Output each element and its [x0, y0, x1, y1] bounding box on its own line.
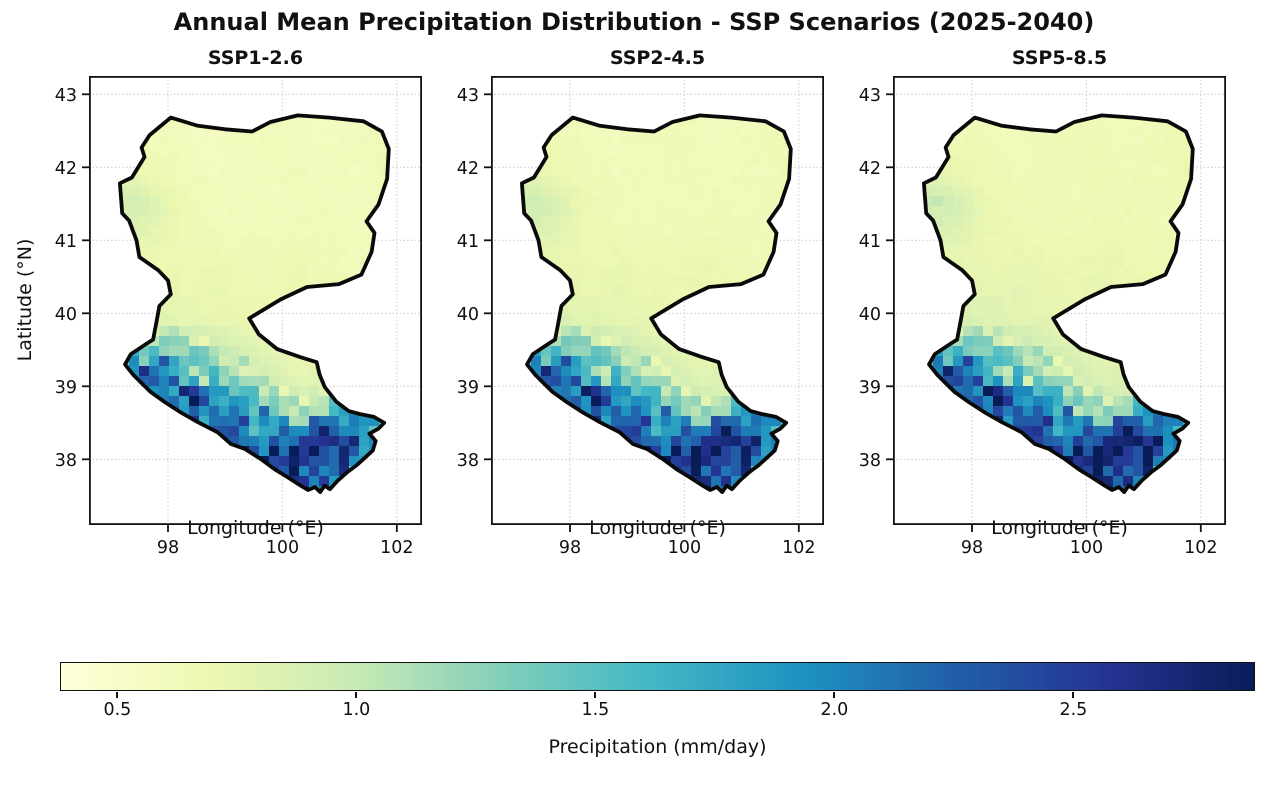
svg-text:43: 43: [55, 86, 77, 106]
svg-text:42: 42: [55, 159, 77, 179]
colorbar-tick-label: 2.5: [1059, 700, 1088, 720]
map-axes-ssp5: 98 100 102 43 42 41 40 39 38: [859, 75, 1227, 558]
colorbar-tick-label: 1.0: [342, 700, 371, 720]
map-panel-ssp1-2.6: SSP1-2.6 98 100 102 43 42 41 40 39 38: [55, 45, 423, 558]
colorbar-tick-mark: [116, 692, 119, 698]
figure-title: Annual Mean Precipitation Distribution -…: [173, 8, 1095, 36]
svg-text:40: 40: [55, 305, 77, 325]
x-axis-label-1: Longitude (°E): [187, 517, 324, 539]
svg-text:102: 102: [1184, 538, 1217, 558]
colorbar-tick-mark: [1072, 692, 1075, 698]
svg-text:98: 98: [961, 538, 983, 558]
svg-text:43: 43: [859, 86, 881, 106]
colorbar-tick-mark: [355, 692, 358, 698]
svg-text:40: 40: [859, 305, 881, 325]
svg-text:42: 42: [859, 159, 881, 179]
svg-text:39: 39: [55, 378, 77, 398]
svg-text:98: 98: [157, 538, 179, 558]
svg-text:98: 98: [559, 538, 581, 558]
x-axis-label-3: Longitude (°E): [991, 517, 1128, 539]
svg-text:43: 43: [457, 86, 479, 106]
svg-text:39: 39: [859, 378, 881, 398]
svg-text:100: 100: [1070, 538, 1103, 558]
svg-text:40: 40: [457, 305, 479, 325]
x-axis-label-2: Longitude (°E): [589, 517, 726, 539]
svg-text:100: 100: [668, 538, 701, 558]
y-axis-label: Latitude (°N): [14, 238, 36, 362]
map-panel-ssp2-4.5: SSP2-4.5 98 100 102 43 42 41 40 39 38: [457, 45, 825, 558]
svg-text:38: 38: [859, 451, 881, 471]
subplot-title-ssp1: SSP1-2.6: [207, 47, 304, 69]
colorbar-tick-label: 1.5: [581, 700, 610, 720]
colorbar-tick-label: 0.5: [103, 700, 132, 720]
colorbar: [60, 662, 1255, 691]
svg-text:38: 38: [457, 451, 479, 471]
svg-text:100: 100: [266, 538, 299, 558]
svg-text:41: 41: [457, 232, 479, 252]
map-panel-ssp5-8.5: SSP5-8.5 98 100 102 43 42 41 40 39 38: [859, 45, 1227, 558]
subplot-title-ssp2: SSP2-4.5: [609, 47, 706, 69]
colorbar-label: Precipitation (mm/day): [548, 736, 767, 758]
svg-text:41: 41: [55, 232, 77, 252]
subplot-title-ssp5: SSP5-8.5: [1011, 47, 1108, 69]
svg-text:102: 102: [782, 538, 815, 558]
svg-text:38: 38: [55, 451, 77, 471]
colorbar-tick-label: 2.0: [820, 700, 849, 720]
map-axes-ssp2: 98 100 102 43 42 41 40 39 38: [457, 75, 825, 558]
map-axes-ssp1: 98 100 102 43 42 41 40 39 38: [55, 75, 423, 558]
svg-text:102: 102: [380, 538, 413, 558]
svg-text:39: 39: [457, 378, 479, 398]
svg-text:41: 41: [859, 232, 881, 252]
colorbar-tick-mark: [833, 692, 836, 698]
colorbar-tick-mark: [594, 692, 597, 698]
svg-text:42: 42: [457, 159, 479, 179]
